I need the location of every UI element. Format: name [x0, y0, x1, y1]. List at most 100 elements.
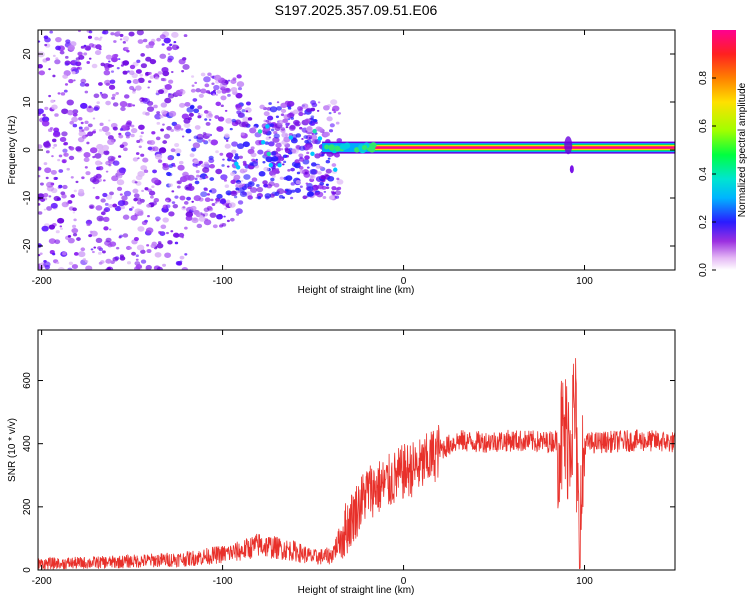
noise-blob — [208, 139, 211, 142]
noise-blob — [205, 121, 211, 126]
noise-blob — [78, 126, 83, 130]
noise-blob — [147, 86, 150, 89]
noise-blob — [163, 133, 171, 139]
noise-blob — [157, 241, 162, 245]
noise-blob — [294, 121, 301, 127]
noise-blob — [170, 148, 176, 153]
noise-blob — [325, 186, 330, 190]
noise-blob — [237, 87, 243, 91]
noise-blob — [55, 45, 61, 51]
noise-blob — [159, 34, 166, 40]
noise-blob — [134, 181, 138, 184]
noise-blob — [117, 58, 121, 61]
noise-blob — [53, 195, 61, 202]
noise-blob — [229, 127, 233, 131]
noise-blob — [172, 164, 176, 168]
noise-blob — [102, 192, 108, 198]
noise-blob — [306, 186, 314, 192]
noise-blob — [123, 190, 132, 197]
noise-blob — [310, 134, 318, 141]
noise-blob — [311, 139, 318, 145]
noise-blob — [335, 121, 340, 125]
y-tick-label: 0 — [22, 567, 33, 573]
noise-blob — [310, 115, 315, 119]
noise-blob — [89, 230, 93, 233]
noise-blob — [194, 125, 201, 130]
noise-blob — [178, 232, 185, 238]
noise-blob — [185, 215, 193, 221]
noise-blob — [52, 74, 56, 78]
noise-blob — [147, 214, 150, 218]
noise-blob — [292, 109, 299, 115]
noise-blob — [214, 201, 218, 204]
noise-blob — [284, 147, 289, 151]
noise-blob — [333, 110, 337, 114]
noise-blob — [41, 225, 49, 232]
noise-blob — [243, 168, 248, 172]
noise-blob — [119, 128, 124, 131]
noise-blob — [190, 205, 197, 211]
noise-blob — [258, 171, 266, 177]
y-tick-label: -10 — [22, 190, 33, 205]
noise-blob — [290, 196, 294, 200]
noise-blob — [310, 162, 317, 167]
noise-blob — [212, 93, 216, 96]
noise-blob — [231, 190, 237, 195]
noise-blob — [326, 116, 333, 122]
noise-blob — [67, 235, 72, 238]
noise-blob — [125, 135, 130, 139]
noise-blob — [239, 191, 248, 198]
noise-blob — [149, 45, 154, 49]
noise-blob — [107, 60, 111, 63]
noise-blob — [95, 195, 100, 200]
noise-blob — [116, 30, 121, 35]
noise-blob — [108, 119, 111, 122]
noise-blob — [140, 53, 146, 57]
noise-blob — [287, 122, 291, 125]
noise-blob — [219, 82, 228, 89]
noise-blob — [215, 101, 222, 107]
noise-blob — [38, 196, 42, 201]
noise-blob — [57, 267, 65, 270]
noise-blob — [179, 195, 186, 201]
noise-blob — [52, 146, 55, 149]
noise-blob — [213, 84, 220, 91]
noise-blob — [92, 250, 95, 254]
noise-blob — [275, 147, 282, 152]
noise-blob — [216, 193, 223, 199]
noise-blob — [38, 166, 42, 171]
noise-blob — [49, 30, 54, 34]
noise-blob — [274, 191, 280, 196]
noise-blob — [97, 246, 102, 250]
noise-blob — [157, 159, 163, 163]
noise-blob — [336, 179, 344, 185]
noise-blob — [242, 116, 250, 123]
noise-blob — [263, 166, 270, 172]
noise-blob — [51, 138, 57, 143]
noise-blob — [225, 190, 232, 196]
noise-blob — [132, 90, 136, 94]
colorbar-tick-label: 0.6 — [698, 119, 709, 133]
noise-blob — [80, 78, 87, 84]
noise-blob — [87, 35, 93, 39]
noise-blob — [208, 118, 212, 121]
noise-blob — [148, 140, 156, 146]
noise-blob — [323, 131, 330, 137]
noise-blob — [287, 100, 295, 107]
noise-blob — [294, 187, 302, 193]
noise-blob — [140, 153, 145, 157]
noise-blob — [304, 155, 310, 160]
noise-blob — [69, 146, 75, 151]
noise-blob — [50, 202, 58, 209]
noise-blob — [121, 195, 128, 201]
noise-blob — [140, 249, 146, 254]
noise-blob — [100, 93, 103, 96]
noise-blob — [268, 141, 275, 147]
noise-blob — [284, 190, 287, 194]
noise-blob — [176, 153, 181, 157]
noise-blob — [269, 123, 275, 128]
noise-blob — [252, 126, 257, 130]
noise-blob — [57, 92, 61, 95]
noise-blob — [168, 211, 175, 217]
noise-blob — [271, 174, 276, 178]
